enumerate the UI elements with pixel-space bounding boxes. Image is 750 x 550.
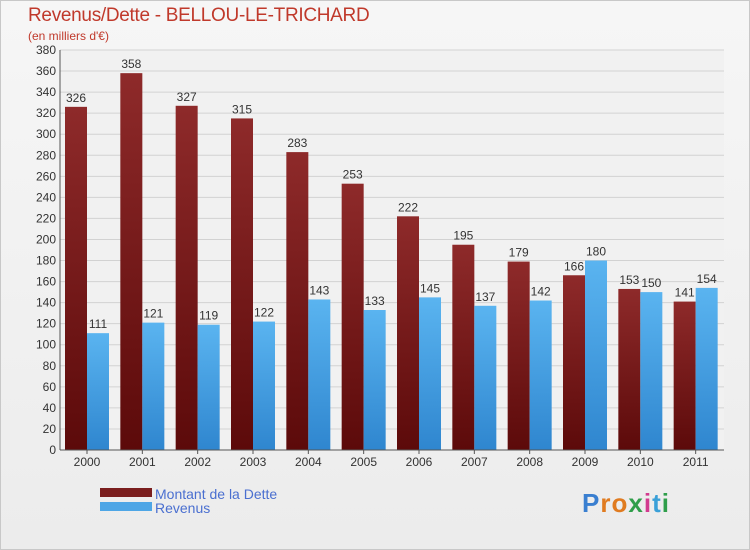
value-label-revenue-2002: 119	[199, 309, 218, 323]
value-label-debt-2002: 327	[177, 90, 197, 104]
value-label-debt-2010: 153	[619, 273, 639, 287]
y-tick-label: 220	[36, 211, 56, 225]
x-tick-label: 2011	[683, 455, 709, 469]
y-tick-label: 160	[36, 275, 56, 289]
y-tick-label: 100	[36, 338, 56, 352]
value-label-revenue-2011: 154	[697, 272, 717, 286]
bar-debt-2002	[175, 105, 198, 450]
y-tick-label: 360	[36, 64, 56, 78]
bar-debt-2003	[231, 118, 253, 450]
x-tick-label: 2007	[461, 455, 488, 469]
bar-revenue-2008	[529, 300, 552, 450]
value-label-debt-2003: 315	[232, 102, 252, 116]
value-label-debt-2007: 195	[453, 229, 473, 243]
bar-debt-2004	[286, 152, 309, 450]
y-tick-label: 140	[36, 296, 56, 310]
logo-letter: i	[661, 488, 670, 518]
value-label-revenue-2010: 150	[641, 276, 661, 290]
legend-label-revenue: Revenus	[155, 500, 210, 516]
bar-debt-2007	[452, 244, 475, 450]
value-label-revenue-2009: 180	[586, 245, 606, 259]
bar-revenue-2010	[640, 292, 663, 450]
x-tick-label: 2002	[184, 455, 211, 469]
y-tick-label: 0	[49, 443, 56, 457]
bar-debt-2005	[341, 183, 364, 450]
y-tick-label: 180	[36, 254, 56, 268]
value-label-debt-2001: 358	[121, 57, 141, 71]
x-tick-label: 2003	[240, 455, 267, 469]
legend-swatch-debt	[100, 488, 152, 497]
y-tick-label: 80	[43, 359, 57, 373]
y-tick-label: 280	[36, 148, 56, 162]
proxiti-logo: Proxiti	[582, 488, 670, 519]
y-tick-label: 200	[36, 232, 56, 246]
bar-debt-2009	[563, 275, 585, 450]
x-tick-label: 2009	[572, 455, 599, 469]
chart-subtitle: (en milliers d'€)	[28, 29, 109, 43]
bar-revenue-2003	[253, 321, 275, 450]
value-label-revenue-2005: 133	[365, 294, 385, 308]
bar-debt-2006	[397, 216, 419, 450]
bar-revenue-2007	[474, 305, 497, 450]
logo-letter: r	[600, 488, 612, 518]
value-label-debt-2009: 166	[564, 259, 584, 273]
y-tick-label: 300	[36, 127, 56, 141]
x-tick-label: 2001	[129, 455, 156, 469]
x-tick-label: 2008	[516, 455, 543, 469]
value-label-revenue-2007: 137	[475, 290, 495, 304]
x-tick-label: 2005	[350, 455, 377, 469]
logo-letter: o	[611, 488, 629, 518]
x-tick-label: 2006	[406, 455, 433, 469]
bar-revenue-2000	[87, 333, 109, 450]
bar-revenue-2009	[585, 260, 607, 450]
bar-revenue-2004	[308, 299, 331, 450]
y-tick-label: 260	[36, 169, 56, 183]
x-tick-label: 2004	[295, 455, 322, 469]
bar-revenue-2002	[197, 324, 220, 450]
bar-debt-2008	[507, 261, 530, 450]
bar-debt-2001	[120, 73, 143, 450]
bar-debt-2011	[673, 301, 696, 450]
value-label-revenue-2003: 122	[254, 306, 274, 320]
y-tick-label: 120	[36, 317, 56, 331]
y-tick-label: 340	[36, 85, 56, 99]
value-label-debt-2006: 222	[398, 200, 418, 214]
value-label-debt-2000: 326	[66, 91, 86, 105]
x-tick-label: 2010	[627, 455, 654, 469]
value-label-debt-2008: 179	[509, 246, 529, 260]
value-label-debt-2004: 283	[287, 136, 307, 150]
bar-revenue-2006	[419, 297, 441, 450]
bar-debt-2000	[65, 106, 87, 450]
x-tick-label: 2000	[74, 455, 101, 469]
y-tick-label: 60	[43, 380, 57, 394]
bar-revenue-2005	[363, 310, 386, 450]
value-label-revenue-2004: 143	[309, 283, 329, 297]
bar-revenue-2011	[695, 287, 718, 450]
logo-letter: i	[643, 488, 653, 518]
bar-revenue-2001	[142, 322, 165, 450]
plot-area	[60, 50, 724, 450]
y-tick-label: 40	[43, 401, 57, 415]
y-tick-label: 20	[43, 422, 57, 436]
chart-title: Revenus/Dette - BELLOU-LE-TRICHARD	[28, 5, 370, 26]
value-label-revenue-2000: 111	[89, 317, 108, 331]
bar-debt-2010	[618, 288, 641, 450]
value-label-debt-2005: 253	[343, 168, 363, 182]
value-label-revenue-2001: 121	[143, 307, 163, 321]
value-label-revenue-2008: 142	[531, 285, 551, 299]
y-tick-label: 380	[36, 43, 56, 57]
y-tick-label: 320	[36, 106, 56, 120]
logo-letter: P	[582, 488, 601, 518]
legend-label-debt: Montant de la Dette	[155, 486, 277, 502]
value-label-debt-2011: 141	[675, 286, 695, 300]
logo-letter: t	[652, 488, 662, 518]
legend-swatch-revenue	[100, 502, 152, 511]
value-label-revenue-2006: 145	[420, 281, 440, 295]
logo-letter: x	[628, 488, 644, 518]
y-tick-label: 240	[36, 190, 56, 204]
